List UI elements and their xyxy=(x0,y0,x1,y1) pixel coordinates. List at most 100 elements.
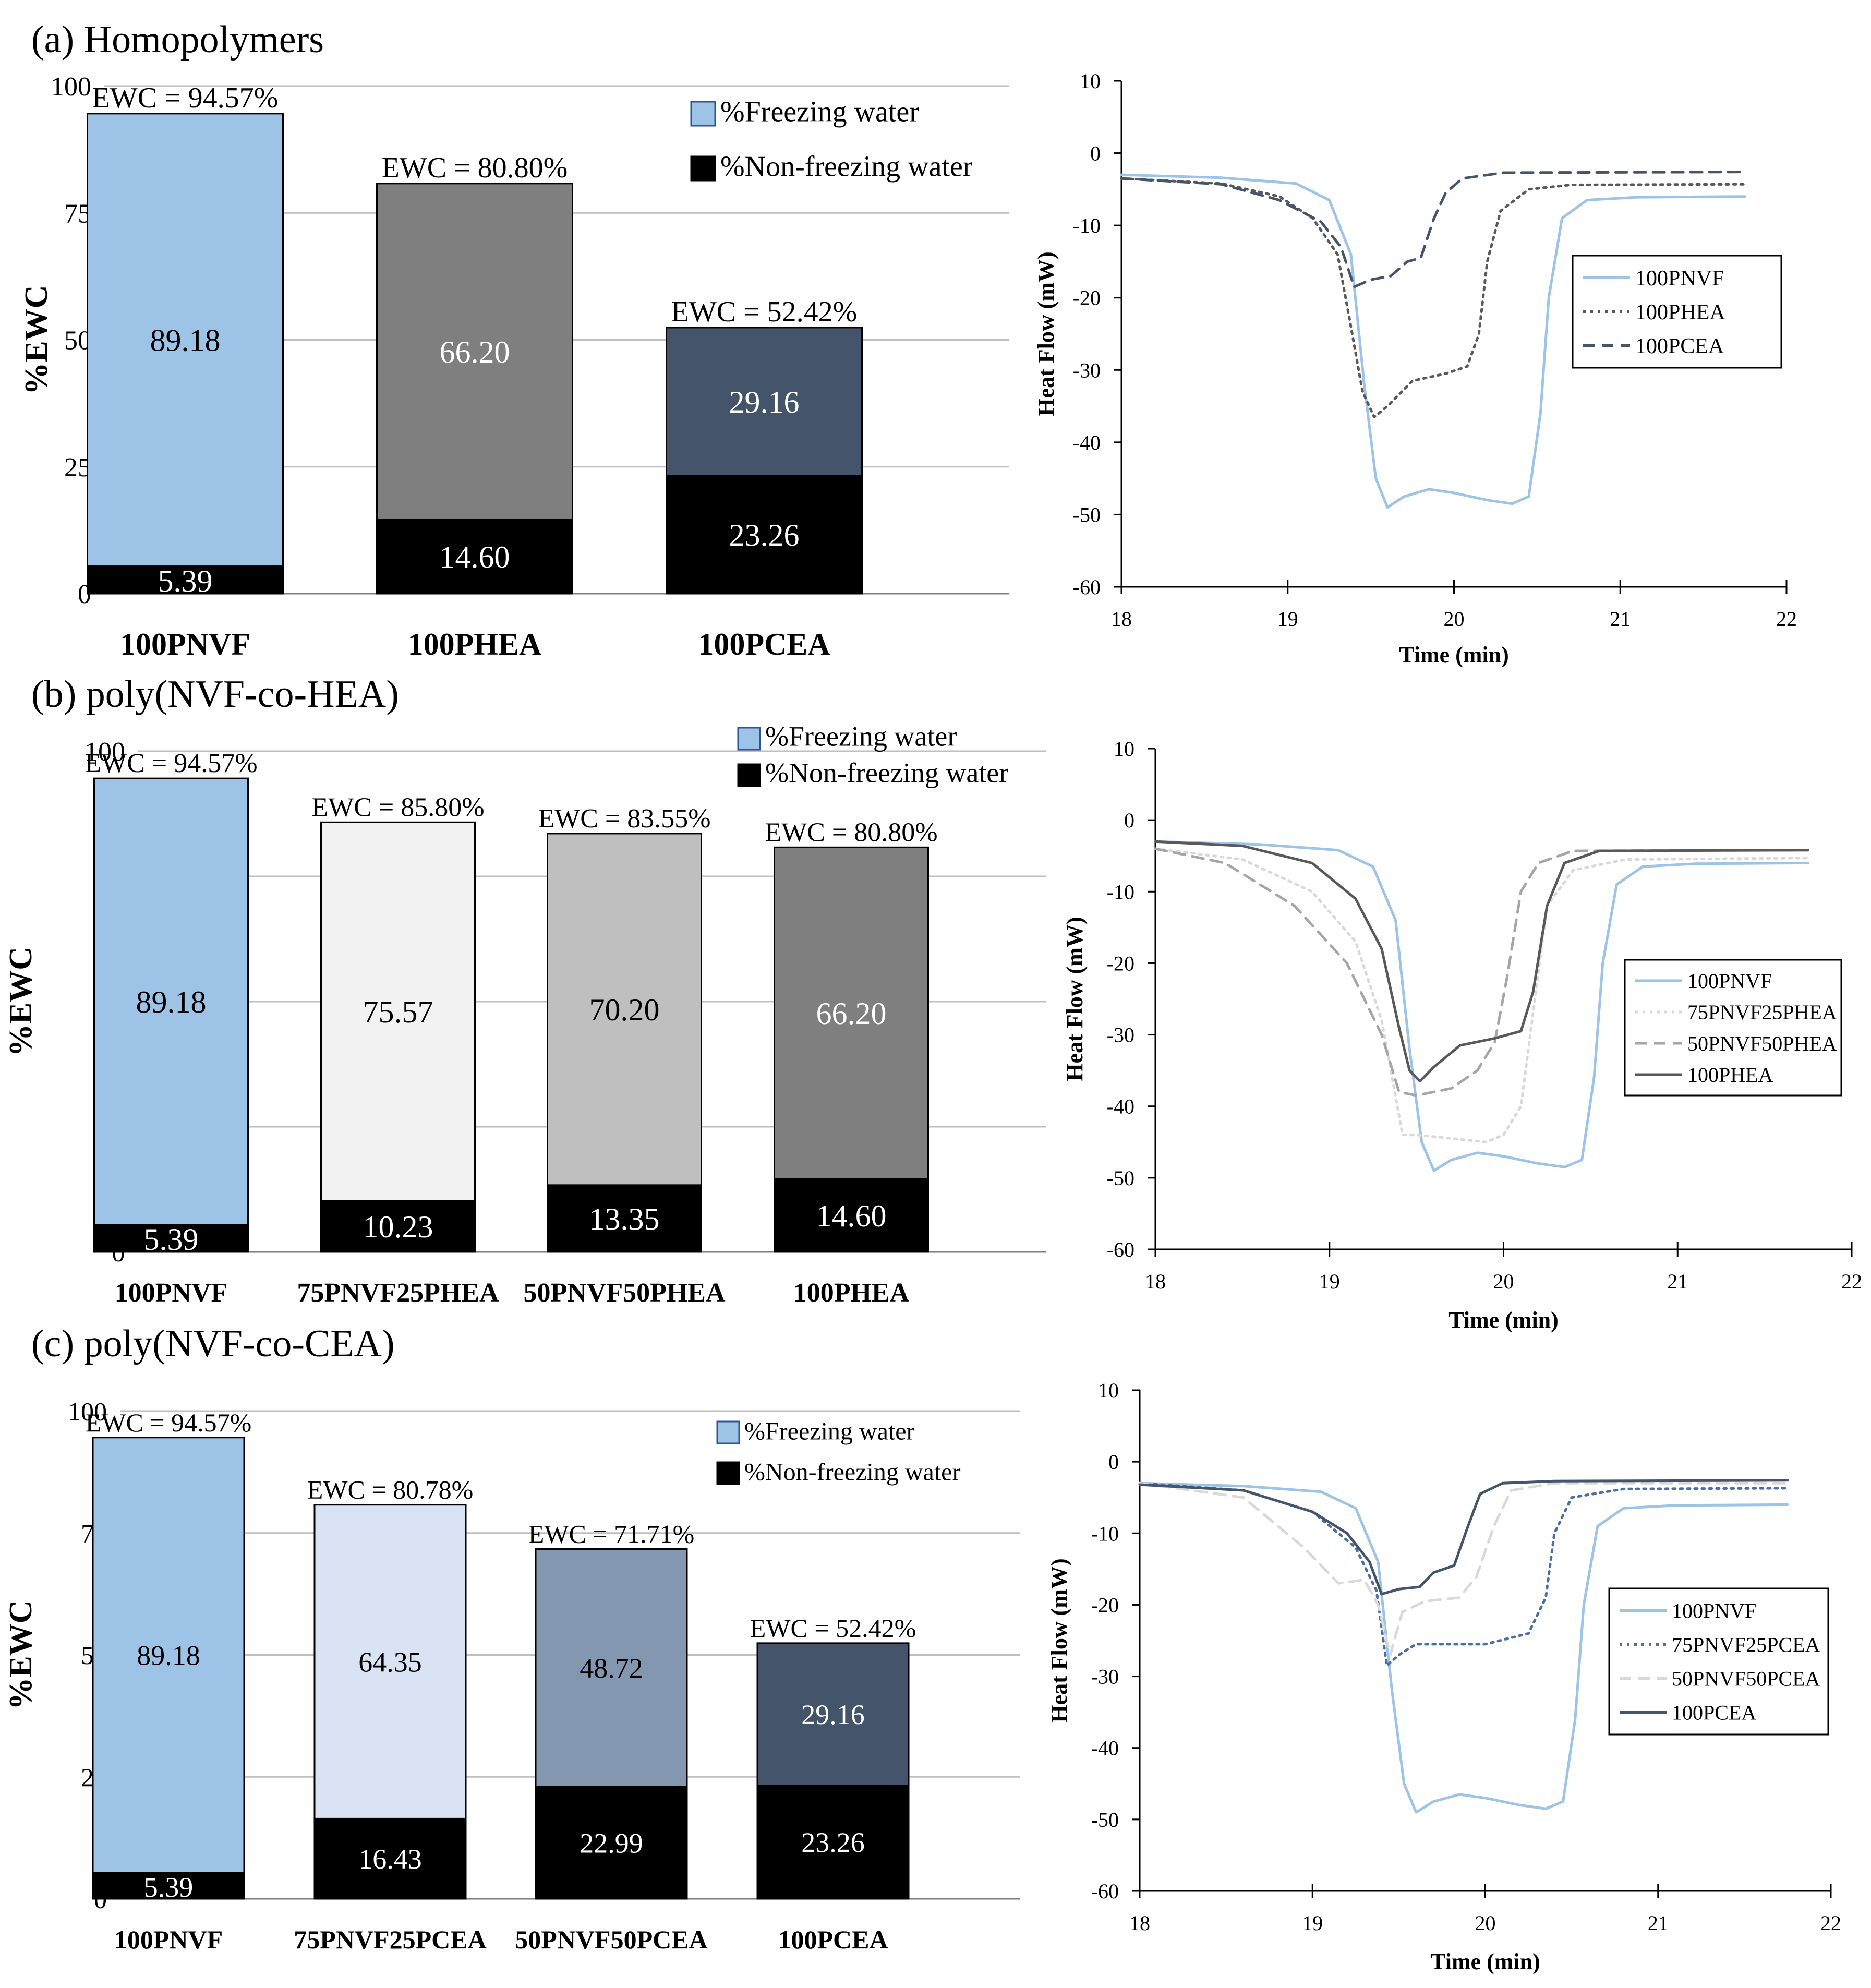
category-label: 75PNVF25PHEA xyxy=(297,1278,499,1308)
x-tick-label: 20 xyxy=(1475,1911,1496,1935)
legend-label: 100PHEA xyxy=(1687,1063,1773,1087)
total-label: EWC = 80.78% xyxy=(307,1475,473,1504)
panel-title: (a) Homopolymers xyxy=(31,18,324,61)
bar-freezing xyxy=(92,1437,245,1874)
x-tick-label: 20 xyxy=(1493,1270,1514,1293)
bar-chart-c-bar: (c) poly(NVF-co-CEA)0255075100%EWC89.185… xyxy=(3,1322,1020,1954)
series-line xyxy=(1154,847,1810,1097)
y-tick-label: 10 xyxy=(1080,69,1101,93)
bar-nonfreezing xyxy=(92,1872,245,1900)
legend-label: 75PNVF25PHEA xyxy=(1687,1001,1837,1024)
category-label: 100PNVF xyxy=(114,1925,223,1954)
y-axis-label: Heat Flow (mW) xyxy=(1046,1558,1072,1722)
legend-label: 50PNVF50PHEA xyxy=(1687,1032,1837,1055)
category-label: 100PCEA xyxy=(698,627,830,661)
data-label-freezing: 66.20 xyxy=(440,335,510,369)
total-label: EWC = 94.57% xyxy=(92,82,279,114)
series-line xyxy=(1120,173,1746,509)
data-label-nonfreezing: 5.39 xyxy=(144,1222,199,1257)
x-tick-label: 18 xyxy=(1111,607,1132,631)
y-tick-label: -10 xyxy=(1073,214,1101,237)
x-tick-label: 21 xyxy=(1610,607,1631,631)
data-label-freezing: 64.35 xyxy=(358,1646,422,1678)
y-tick-label: 0 xyxy=(1090,142,1101,165)
legend-label: %Non-freezing water xyxy=(720,151,973,183)
legend: 100PNVF 75PNVF25PCEA 50PNVF50PCEA 100PCEA xyxy=(1608,1587,1829,1736)
data-label-nonfreezing: 5.39 xyxy=(144,1872,194,1903)
x-tick-label: 22 xyxy=(1841,1270,1862,1293)
data-label-freezing: 75.57 xyxy=(363,995,433,1029)
legend-swatch xyxy=(716,1461,740,1485)
y-tick-label: -10 xyxy=(1107,880,1134,903)
data-label-freezing: 48.72 xyxy=(580,1653,643,1684)
legend-label: %Freezing water xyxy=(765,720,957,752)
panel-title: (c) poly(NVF-co-CEA) xyxy=(31,1322,395,1365)
panel-title: (b) poly(NVF-co-HEA) xyxy=(31,673,399,716)
data-label-freezing: 66.20 xyxy=(816,996,887,1031)
legend-label: %Non-freezing water xyxy=(765,757,1008,788)
x-axis-label: Time (min) xyxy=(1399,642,1509,668)
y-tick-label: -60 xyxy=(1091,1879,1119,1903)
legend-swatch xyxy=(716,1420,740,1444)
category-label: 100PHEA xyxy=(793,1278,910,1308)
x-tick-label: 19 xyxy=(1277,607,1298,631)
legend-label: 100PNVF xyxy=(1672,1599,1756,1623)
bar-freezing xyxy=(756,1642,910,1787)
legend-label: 100PNVF xyxy=(1687,969,1772,993)
bar-nonfreezing xyxy=(756,1785,910,1900)
y-tick-label: -40 xyxy=(1091,1737,1119,1760)
data-label-nonfreezing: 14.60 xyxy=(440,540,510,574)
bar-freezing xyxy=(547,833,702,1186)
legend-label: 100PCEA xyxy=(1635,334,1724,358)
y-tick-label: -20 xyxy=(1091,1593,1119,1617)
category-label: 100PNVF xyxy=(120,627,250,661)
data-label-freezing: 29.16 xyxy=(801,1699,865,1730)
series-line xyxy=(1138,1481,1789,1656)
series-line xyxy=(1138,1481,1789,1667)
legend-swatch xyxy=(690,101,716,127)
y-tick-label: 100 xyxy=(68,1397,107,1426)
line-chart-b-line: 10 0 -10 -20 -30 -40 -50 -60 18 19 20 21 22 Time (min… xyxy=(1062,737,1862,1333)
y-axis-label: Heat Flow (mW) xyxy=(1062,917,1088,1081)
data-label-nonfreezing: 23.26 xyxy=(801,1827,865,1858)
legend: %Freezing water %Non-freezing water xyxy=(737,720,1008,788)
legend-label: %Freezing water xyxy=(720,96,919,128)
data-label-nonfreezing: 22.99 xyxy=(580,1827,643,1859)
y-tick-label: 100 xyxy=(51,72,91,102)
x-tick-label: 21 xyxy=(1648,1911,1669,1935)
category-label: 50PNVF50PCEA xyxy=(515,1925,707,1954)
x-tick-label: 19 xyxy=(1319,1270,1340,1293)
y-tick-label: -50 xyxy=(1107,1166,1134,1190)
y-tick-label: -60 xyxy=(1107,1238,1134,1261)
bar-freezing xyxy=(313,1504,467,1820)
y-tick-label: -20 xyxy=(1073,286,1101,310)
bar-freezing xyxy=(774,846,929,1180)
y-tick-label: -30 xyxy=(1073,358,1101,382)
y-axis-label: Heat Flow (mW) xyxy=(1033,251,1059,416)
category-label: 100PHEA xyxy=(408,627,542,661)
total-label: EWC = 83.55% xyxy=(538,804,710,834)
total-label: EWC = 80.80% xyxy=(382,152,568,184)
legend-label: %Freezing water xyxy=(744,1417,915,1445)
bar-freezing xyxy=(93,777,249,1226)
legend-swatch xyxy=(737,763,761,787)
series-line xyxy=(1154,840,1810,1083)
legend-label: 100PHEA xyxy=(1635,300,1725,324)
total-label: EWC = 52.42% xyxy=(671,296,858,328)
series-line xyxy=(1120,171,1746,288)
legend-label: %Non-freezing water xyxy=(744,1458,960,1486)
bar-freezing xyxy=(320,821,476,1202)
legend-label: 100PCEA xyxy=(1672,1701,1756,1725)
data-label-nonfreezing: 16.43 xyxy=(358,1844,422,1875)
series-line xyxy=(1138,1481,1789,1814)
total-label: EWC = 94.57% xyxy=(86,1408,251,1437)
legend: %Freezing water %Non-freezing water xyxy=(690,96,973,183)
y-tick-label: -30 xyxy=(1107,1023,1134,1047)
y-tick-label: -60 xyxy=(1073,575,1101,599)
legend: 100PNVF 100PHEA 100PCEA xyxy=(1572,255,1782,369)
x-tick-label: 19 xyxy=(1302,1911,1323,1935)
legend-label: 75PNVF25PCEA xyxy=(1672,1633,1820,1657)
data-label-freezing: 89.18 xyxy=(150,323,221,358)
total-label: EWC = 80.80% xyxy=(765,817,937,847)
